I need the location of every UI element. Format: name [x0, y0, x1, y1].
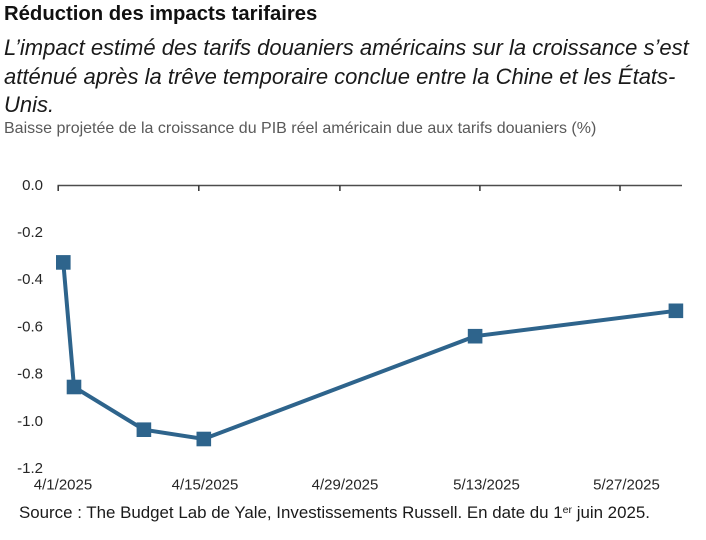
svg-text:4/15/2025: 4/15/2025	[172, 477, 239, 494]
svg-text:5/27/2025: 5/27/2025	[593, 477, 660, 494]
svg-text:-0.8: -0.8	[17, 366, 43, 383]
svg-text:-0.2: -0.2	[17, 224, 43, 241]
svg-text:4/29/2025: 4/29/2025	[312, 477, 379, 494]
svg-text:-1.0: -1.0	[17, 413, 43, 430]
svg-text:5/13/2025: 5/13/2025	[453, 477, 520, 494]
svg-text:4/1/2025: 4/1/2025	[34, 477, 92, 494]
svg-text:-1.2: -1.2	[17, 460, 43, 477]
svg-text:0.0: 0.0	[22, 177, 43, 194]
svg-text:-0.6: -0.6	[17, 318, 43, 335]
svg-text:-0.4: -0.4	[17, 271, 43, 288]
